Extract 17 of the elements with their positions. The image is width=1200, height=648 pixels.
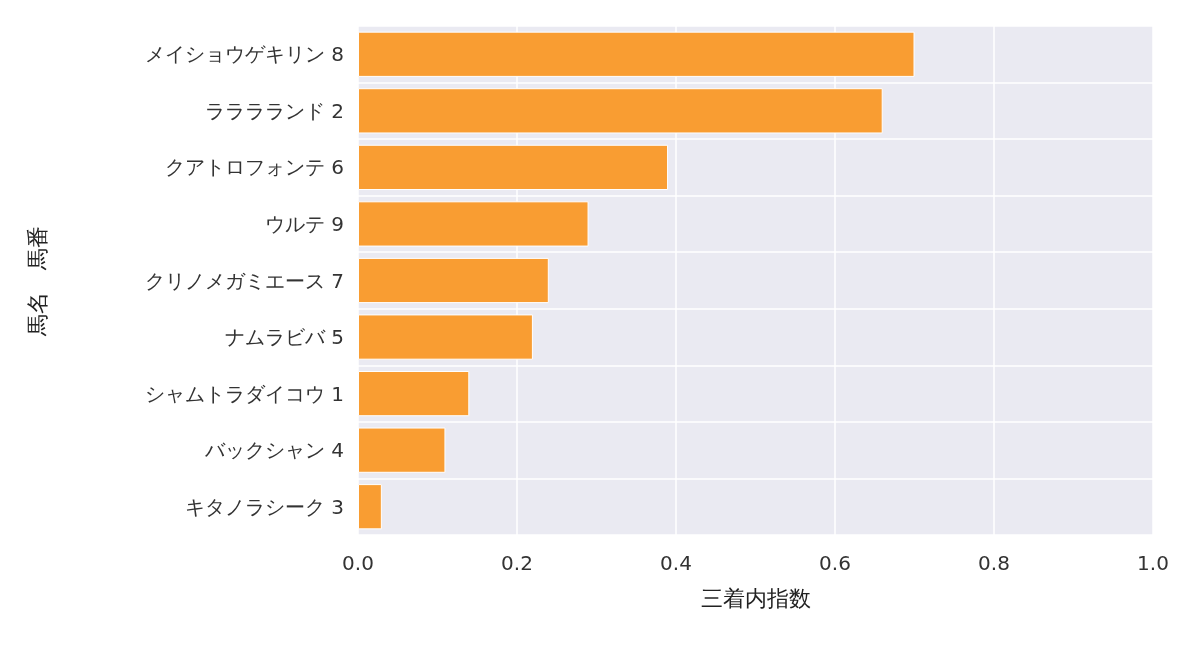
x-tick-label: 0.8 bbox=[978, 551, 1010, 575]
y-tick-label: シャムトラダイコウ 1 bbox=[144, 381, 344, 406]
y-tick-label: バックシャン 4 bbox=[203, 438, 344, 463]
y-tick-label: クリノメガミエース 7 bbox=[144, 268, 344, 293]
x-tick-label: 0.6 bbox=[819, 551, 851, 575]
y-tick-label: ラララランド 2 bbox=[204, 98, 344, 123]
y-tick-label: クアトロフォンテ 6 bbox=[164, 155, 344, 180]
x-tick-label: 0.2 bbox=[501, 551, 533, 575]
y-axis-title: 馬名 馬番 bbox=[24, 225, 50, 337]
x-tick-label: 1.0 bbox=[1137, 551, 1169, 575]
x-tick-label: 0.0 bbox=[342, 551, 374, 575]
y-tick-label: メイショウゲキリン 8 bbox=[144, 42, 344, 67]
y-tick-label: ウルテ 9 bbox=[264, 211, 344, 236]
y-tick-label: キタノラシーク 3 bbox=[184, 494, 344, 519]
y-tick-label: ナムラビバ 5 bbox=[224, 325, 344, 350]
x-axis-title: 三着内指数 bbox=[700, 585, 811, 611]
x-tick-label: 0.4 bbox=[660, 551, 692, 575]
